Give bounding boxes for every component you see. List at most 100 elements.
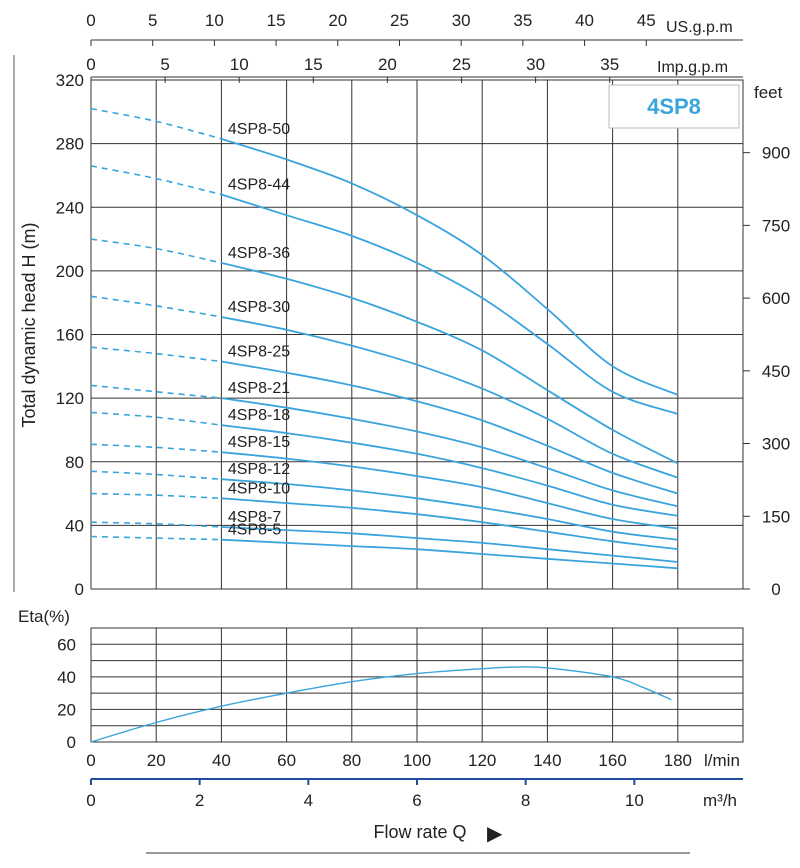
lmin-tick-labels: 0 20 40 60 80 100 120 140 160 180 — [86, 751, 692, 770]
y-tick-label: 160 — [56, 326, 84, 345]
us-gpm-tick-label: 25 — [390, 11, 409, 30]
curve-label-4SP8-25: 4SP8-25 — [228, 344, 290, 361]
lmin-tick-label: 60 — [277, 751, 296, 770]
y-tick-label: 40 — [65, 516, 84, 535]
y-tick-label: 240 — [56, 198, 84, 217]
curve-dashed-4SP8-44 — [90, 165, 222, 196]
curve-4SP8-25 — [221, 360, 679, 495]
curve-label-4SP8-12: 4SP8-12 — [228, 461, 290, 478]
lmin-tick-label: 0 — [86, 751, 95, 770]
m3h-tick-label: 0 — [86, 791, 95, 810]
y-tick-label: 280 — [56, 135, 84, 154]
us-gpm-unit-label: US.g.p.m — [666, 19, 733, 36]
y-tick-label: 80 — [65, 453, 84, 472]
lmin-tick-label: 80 — [342, 751, 361, 770]
y-tick-label: 320 — [56, 71, 84, 90]
lmin-tick-label: 40 — [212, 751, 231, 770]
imp-gpm-tick-label: 0 — [86, 55, 95, 74]
m3h-tick-labels: 0 2 4 6 8 10 — [86, 779, 644, 810]
us-gpm-tick-label: 15 — [267, 11, 286, 30]
curve-4SP8-7 — [221, 526, 678, 563]
curve-label-4SP8-10: 4SP8-10 — [228, 480, 290, 497]
curve-label-4SP8-36: 4SP8-36 — [228, 245, 290, 262]
m3h-tick-label: 8 — [521, 791, 530, 810]
eta-y-tick-labels: 0 20 40 60 — [57, 635, 76, 752]
lmin-tick-label: 160 — [598, 751, 626, 770]
feet-tick-label: 0 — [771, 580, 780, 599]
imp-gpm-tick-label: 25 — [452, 55, 471, 74]
imp-gpm-tick-label: 35 — [600, 55, 619, 74]
curve-4SP8-21 — [221, 397, 679, 508]
imp-gpm-tick-label: 5 — [160, 55, 169, 74]
us-gpm-tick-label: 20 — [328, 11, 347, 30]
lmin-unit-label: l/min — [704, 751, 740, 770]
curve-label-4SP8-21: 4SP8-21 — [228, 380, 290, 397]
eta-y-tick-label: 20 — [57, 700, 76, 719]
curve-dashed-4SP8-25 — [90, 346, 222, 363]
eta-curve-group — [90, 666, 672, 743]
curve-4SP8-36 — [221, 262, 679, 465]
curve-4SP8-15 — [221, 451, 678, 530]
curve-dashed-4SP8-7 — [90, 521, 222, 528]
lmin-tick-label: 120 — [468, 751, 496, 770]
us-gpm-tick-label: 30 — [452, 11, 471, 30]
curve-label-4SP8-30: 4SP8-30 — [228, 299, 290, 316]
m3h-tick-label: 6 — [412, 791, 421, 810]
imp-gpm-unit-label: Imp.g.p.m — [657, 59, 728, 76]
curve-label-4SP8-5: 4SP8-5 — [228, 522, 281, 539]
curve-4SP8-50 — [221, 138, 679, 396]
curve-4SP8-10 — [221, 497, 678, 551]
lmin-tick-label: 140 — [533, 751, 561, 770]
curve-label-4SP8-44: 4SP8-44 — [228, 177, 290, 194]
imp-gpm-tick-label: 15 — [304, 55, 323, 74]
imp-gpm-tick-label: 20 — [378, 55, 397, 74]
eta-y-tick-label: 40 — [57, 668, 76, 687]
model-badge: 4SP8 — [608, 84, 740, 129]
curve-dashed-4SP8-18 — [90, 411, 222, 426]
us-gpm-tick-label: 35 — [513, 11, 532, 30]
m3h-tick-label: 10 — [625, 791, 644, 810]
lmin-tick-label: 100 — [403, 751, 431, 770]
curve-4SP8-44 — [221, 193, 679, 415]
eta-curve — [90, 666, 672, 743]
curve-dashed-4SP8-12 — [90, 470, 222, 480]
feet-tick-label: 900 — [762, 144, 790, 163]
curve-dashed-4SP8-5 — [90, 535, 222, 541]
curve-4SP8-18 — [221, 424, 678, 517]
left-y-tick-labels: 0 40 80 120 160 200 240 280 320 — [56, 71, 84, 599]
right-feet-tick-labels: 0 150 300 450 600 750 900 — [743, 144, 790, 599]
head-chart-grid — [90, 79, 744, 590]
us-gpm-tick-label: 10 — [205, 11, 224, 30]
curve-dashed-4SP8-10 — [90, 492, 222, 500]
curve-label-4SP8-50: 4SP8-50 — [228, 121, 290, 138]
m3h-unit-label: m³/h — [703, 791, 737, 810]
curve-label-4SP8-18: 4SP8-18 — [228, 407, 290, 424]
x-axis-arrow-icon: ▶ — [487, 823, 503, 845]
us-gpm-tick-label: 40 — [575, 11, 594, 30]
y-tick-label: 120 — [56, 389, 84, 408]
lmin-tick-label: 180 — [664, 751, 692, 770]
x-axis-title: Flow rate Q — [373, 822, 466, 842]
us-gpm-tick-label: 45 — [637, 11, 656, 30]
curve-dashed-4SP8-15 — [90, 443, 222, 453]
curve-dashed-4SP8-30 — [90, 295, 222, 318]
m3h-tick-label: 2 — [195, 791, 204, 810]
eta-axis-title: Eta(%) — [18, 607, 70, 626]
curve-4SP8-30 — [221, 316, 679, 479]
head-curves: 4SP8-50 4SP8-44 4SP8-36 4SP8-30 4SP8-25 4SP8-… — [90, 107, 679, 570]
curve-4SP8-12 — [221, 478, 678, 541]
feet-tick-label: 150 — [762, 507, 790, 526]
m3h-tick-label: 4 — [304, 791, 313, 810]
curve-label-4SP8-7: 4SP8-7 — [228, 509, 281, 526]
eta-y-tick-label: 0 — [67, 733, 76, 752]
feet-tick-label: 600 — [762, 289, 790, 308]
feet-tick-label: 750 — [762, 216, 790, 235]
top-axis-us-gpm: 0 5 10 15 20 25 30 35 40 45 US.g.p.m — [86, 11, 743, 46]
curve-label-4SP8-15: 4SP8-15 — [228, 434, 290, 451]
curve-dashed-4SP8-36 — [90, 238, 222, 264]
curve-dashed-4SP8-50 — [90, 107, 222, 140]
eta-chart-grid — [90, 627, 744, 743]
y-tick-label: 0 — [75, 580, 84, 599]
top-axis-imp-gpm: 0 5 10 15 20 25 30 35 Imp.g.p.m — [86, 55, 743, 83]
feet-tick-label: 450 — [762, 362, 790, 381]
